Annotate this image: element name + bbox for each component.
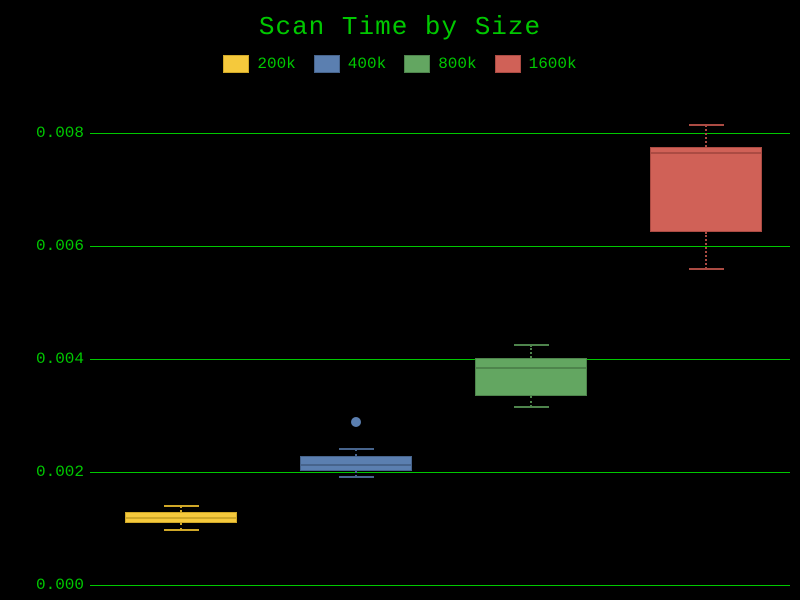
box [650,147,762,232]
legend-swatch [404,55,430,73]
legend-swatch [314,55,340,73]
plot-area [90,105,790,585]
legend-item: 1600k [495,55,577,73]
median-line [300,464,412,466]
whisker [355,449,357,456]
legend-label: 400k [348,55,386,73]
whisker [705,232,707,269]
median-line [125,517,237,519]
legend-swatch [223,55,249,73]
gridline [90,246,790,247]
ytick-label: 0.008 [14,124,84,142]
legend-label: 200k [257,55,295,73]
gridline [90,359,790,360]
gridline [90,133,790,134]
legend-item: 400k [314,55,386,73]
chart-title: Scan Time by Size [0,12,800,42]
whisker-cap [164,529,199,531]
whisker-cap [339,476,374,478]
whisker-cap [514,406,549,408]
legend-swatch [495,55,521,73]
gridline [90,472,790,473]
median-line [475,367,587,369]
whisker-cap [164,505,199,507]
legend: 200k 400k 800k 1600k [0,55,800,73]
whisker-cap [339,448,374,450]
gridline [90,585,790,586]
legend-item: 200k [223,55,295,73]
legend-label: 1600k [529,55,577,73]
ytick-label: 0.006 [14,237,84,255]
whisker-cap [689,124,724,126]
whisker [705,125,707,148]
boxplot-chart: Scan Time by Size 200k 400k 800k 1600k 0.00… [0,0,800,600]
median-line [650,152,762,154]
outlier-point [351,417,361,427]
whisker-cap [514,344,549,346]
legend-label: 800k [438,55,476,73]
box [475,358,587,396]
whisker [530,345,532,358]
ytick-label: 0.002 [14,463,84,481]
ytick-label: 0.004 [14,350,84,368]
ytick-label: 0.000 [14,576,84,594]
whisker-cap [689,268,724,270]
legend-item: 800k [404,55,476,73]
